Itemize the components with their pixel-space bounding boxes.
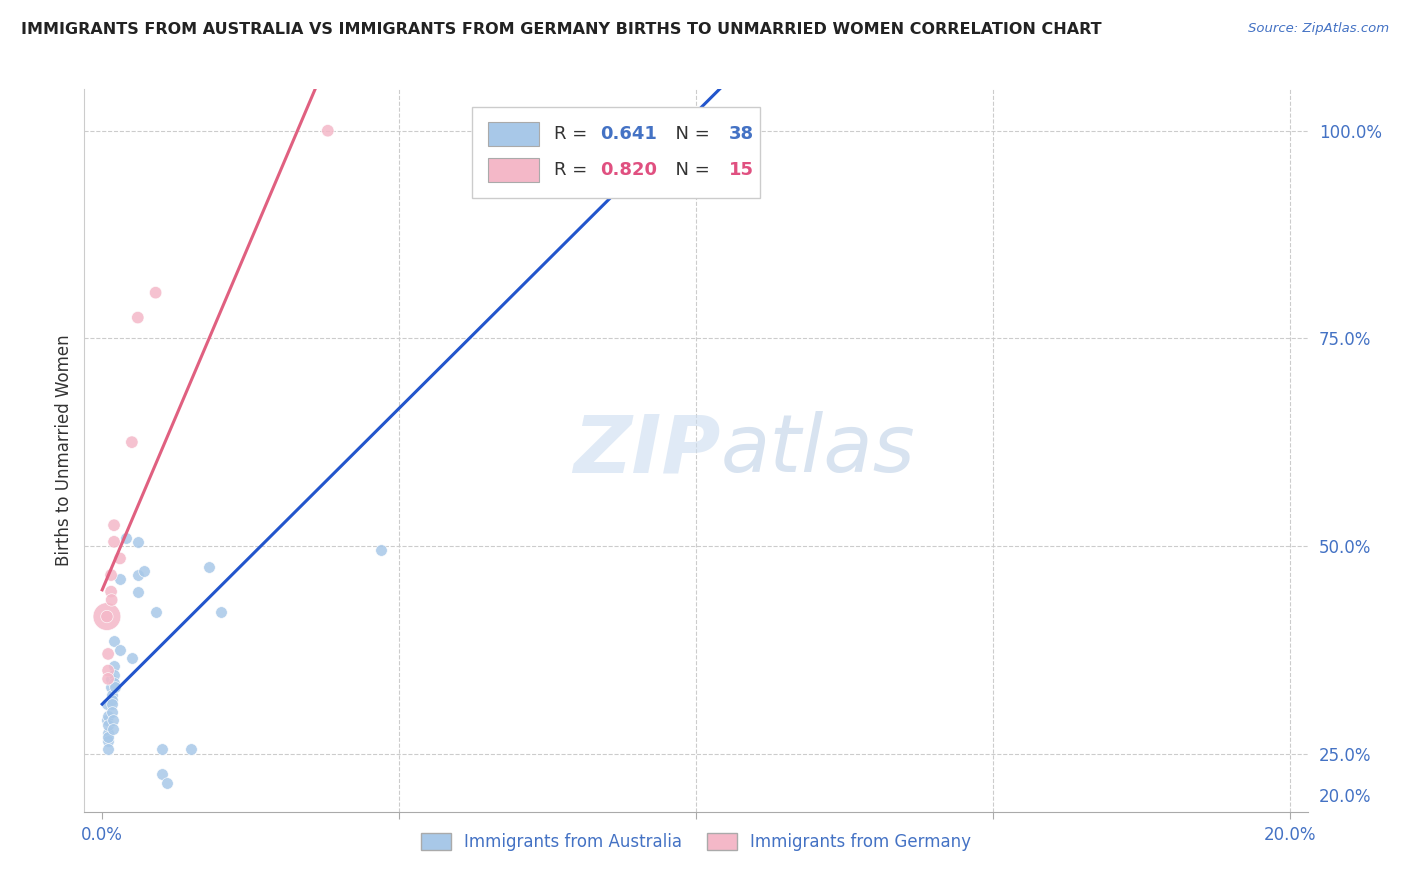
Text: R =: R =: [554, 125, 593, 143]
Point: [316, 124, 339, 138]
Point: [108, 572, 131, 586]
Point: [145, 606, 167, 620]
Text: N =: N =: [664, 125, 716, 143]
Point: [127, 310, 149, 325]
Point: [156, 775, 179, 789]
Point: [180, 742, 202, 756]
Point: [101, 714, 124, 728]
Point: [121, 435, 143, 450]
Point: [370, 543, 392, 558]
Point: [97, 709, 120, 723]
Point: [104, 680, 127, 694]
Point: [100, 584, 122, 599]
Point: [127, 568, 149, 582]
Point: [198, 559, 221, 574]
Point: [101, 722, 124, 736]
Point: [96, 726, 118, 740]
Point: [96, 697, 118, 711]
Text: 15: 15: [728, 161, 754, 179]
Point: [103, 518, 125, 533]
Point: [132, 564, 155, 578]
Point: [209, 606, 232, 620]
Point: [115, 531, 138, 545]
Point: [100, 680, 122, 694]
FancyBboxPatch shape: [488, 122, 540, 146]
Text: Source: ZipAtlas.com: Source: ZipAtlas.com: [1249, 22, 1389, 36]
Point: [150, 767, 173, 781]
Point: [97, 672, 120, 686]
Y-axis label: Births to Unmarried Women: Births to Unmarried Women: [55, 334, 73, 566]
Point: [108, 551, 131, 566]
Text: 0.820: 0.820: [600, 161, 658, 179]
Point: [96, 714, 118, 728]
Point: [127, 534, 149, 549]
Point: [97, 664, 120, 678]
Point: [103, 659, 125, 673]
FancyBboxPatch shape: [488, 158, 540, 182]
Point: [97, 647, 120, 661]
Point: [97, 717, 120, 731]
Point: [101, 697, 124, 711]
Point: [121, 651, 143, 665]
Text: R =: R =: [554, 161, 593, 179]
Point: [97, 730, 120, 744]
Point: [127, 584, 149, 599]
Point: [96, 609, 118, 624]
Point: [96, 734, 118, 748]
Point: [100, 689, 122, 703]
Text: N =: N =: [664, 161, 716, 179]
Legend: Immigrants from Australia, Immigrants from Germany: Immigrants from Australia, Immigrants fr…: [413, 826, 979, 857]
Text: IMMIGRANTS FROM AUSTRALIA VS IMMIGRANTS FROM GERMANY BIRTHS TO UNMARRIED WOMEN C: IMMIGRANTS FROM AUSTRALIA VS IMMIGRANTS …: [21, 22, 1102, 37]
Point: [103, 534, 125, 549]
Text: ZIP: ZIP: [574, 411, 720, 490]
FancyBboxPatch shape: [472, 107, 759, 198]
Point: [100, 672, 122, 686]
Point: [97, 742, 120, 756]
Point: [567, 124, 589, 138]
Text: 0.641: 0.641: [600, 125, 658, 143]
Point: [100, 692, 122, 706]
Text: atlas: atlas: [720, 411, 915, 490]
Point: [100, 593, 122, 607]
Text: 38: 38: [728, 125, 754, 143]
Point: [145, 285, 167, 300]
Point: [96, 609, 118, 624]
Point: [103, 634, 125, 648]
Point: [108, 642, 131, 657]
Point: [103, 676, 125, 690]
Point: [150, 742, 173, 756]
Point: [101, 705, 124, 719]
Point: [100, 568, 122, 582]
Point: [103, 667, 125, 681]
